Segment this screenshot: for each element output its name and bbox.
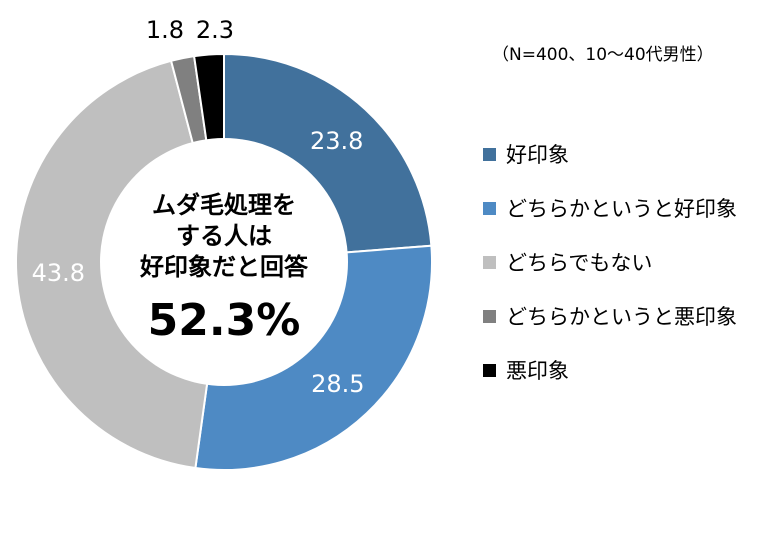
donut-hole	[100, 138, 348, 386]
center-line-3: 好印象だと回答	[139, 253, 309, 281]
legend-label: どちらでもない	[506, 251, 653, 275]
legend-swatch	[483, 201, 496, 215]
sample-note: （N=400、10～40代男性）	[492, 45, 714, 65]
slice-value-label: 28.5	[311, 370, 364, 398]
legend-item: 悪印象	[483, 358, 737, 383]
legend-label: どちらかというと悪印象	[506, 305, 737, 329]
center-value: 52.3%	[148, 295, 301, 346]
center-annotation: ムダ毛処理を する人は 好印象だと回答 52.3%	[139, 191, 309, 346]
slice-value-labels: 23.8 28.5 43.8 1.8 2.3	[32, 16, 365, 398]
legend-item: どちらかというと好印象	[483, 196, 737, 221]
legend-item: どちらかというと悪印象	[483, 304, 737, 329]
slice-value-label: 43.8	[32, 259, 85, 287]
center-line-2: する人は	[176, 222, 272, 250]
slice-value-label: 2.3	[196, 16, 234, 44]
legend-item: どちらでもない	[483, 250, 737, 275]
legend-label: 悪印象	[506, 359, 569, 383]
legend-swatch	[483, 363, 496, 377]
legend-swatch	[483, 255, 496, 269]
legend-label: 好印象	[506, 143, 569, 167]
slice-value-label: 23.8	[310, 127, 363, 155]
legend: 好印象 どちらかというと好印象 どちらでもない どちらかというと悪印象 悪印象	[483, 142, 737, 412]
legend-label: どちらかというと好印象	[506, 197, 737, 221]
slice-value-label: 1.8	[146, 16, 184, 44]
legend-swatch	[483, 309, 496, 323]
legend-item: 好印象	[483, 142, 737, 167]
legend-swatch	[483, 147, 496, 161]
center-line-1: ムダ毛処理を	[152, 191, 296, 219]
